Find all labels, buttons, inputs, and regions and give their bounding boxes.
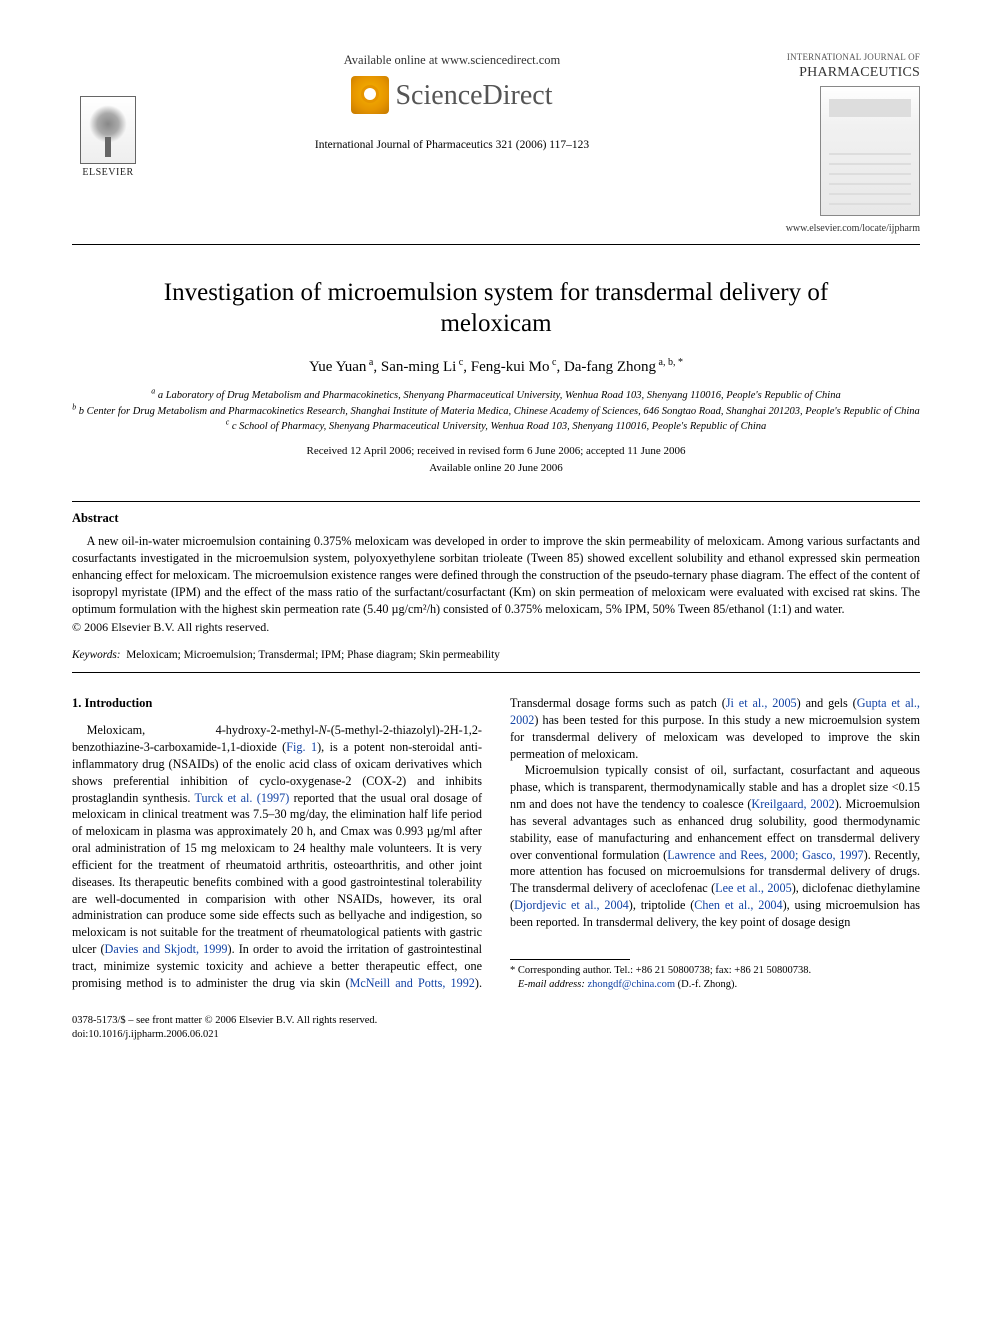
cite-kreilgaard-2002[interactable]: Kreilgaard, 2002 <box>751 797 834 811</box>
journal-branding: INTERNATIONAL JOURNAL OF PHARMACEUTICS w… <box>760 48 920 236</box>
header: ELSEVIER Available online at www.science… <box>72 48 920 236</box>
doi-line: doi:10.1016/j.ijpharm.2006.06.021 <box>72 1029 219 1040</box>
sciencedirect-text: ScienceDirect <box>395 76 552 115</box>
article-title: Investigation of microemulsion system fo… <box>112 277 880 340</box>
body-columns: 1. Introduction Meloxicam, 4-hydroxy-2-m… <box>72 695 920 992</box>
corr-text: * Corresponding author. Tel.: +86 21 508… <box>510 965 811 976</box>
abstract-copyright: © 2006 Elsevier B.V. All rights reserved… <box>72 619 920 636</box>
email-label: E-mail address: <box>518 979 585 990</box>
footer: 0378-5173/$ – see front matter © 2006 El… <box>72 1014 920 1042</box>
journal-name-line1: INTERNATIONAL JOURNAL OF <box>787 52 920 62</box>
journal-cover-thumb <box>820 86 920 216</box>
corr-email-tail: (D.-f. Zhong). <box>675 979 737 990</box>
available-online-date: Available online 20 June 2006 <box>72 461 920 476</box>
abstract-rule-bottom <box>72 672 920 673</box>
corr-email[interactable]: zhongdf@china.com <box>587 979 675 990</box>
cite-fig1[interactable]: Fig. 1 <box>286 740 317 754</box>
sciencedirect-logo: ScienceDirect <box>351 76 552 115</box>
corresponding-author: * Corresponding author. Tel.: +86 21 508… <box>510 964 920 992</box>
affiliations: a a Laboratory of Drug Metabolism and Ph… <box>72 388 920 434</box>
intro-para-2: Microemulsion typically consist of oil, … <box>510 762 920 930</box>
journal-name-label: INTERNATIONAL JOURNAL OF PHARMACEUTICS <box>760 52 920 82</box>
cite-lawrence-gasco[interactable]: Lawrence and Rees, 2000; Gasco, 1997 <box>667 848 863 862</box>
header-rule <box>72 244 920 245</box>
abstract-rule-top <box>72 501 920 502</box>
article-dates: Received 12 April 2006; received in revi… <box>72 444 920 459</box>
elsevier-logo: ELSEVIER <box>72 48 144 180</box>
cite-djordjevic-2004[interactable]: Djordjevic et al., 2004 <box>514 898 629 912</box>
sciencedirect-icon <box>351 76 389 114</box>
header-center: Available online at www.sciencedirect.co… <box>144 48 760 153</box>
keywords-list: Meloxicam; Microemulsion; Transdermal; I… <box>126 649 500 661</box>
elsevier-label: ELSEVIER <box>82 166 133 180</box>
cite-davies-1999[interactable]: Davies and Skjodt, 1999 <box>105 942 228 956</box>
keywords: Keywords: Meloxicam; Microemulsion; Tran… <box>72 648 920 664</box>
available-online-line: Available online at www.sciencedirect.co… <box>144 52 760 70</box>
cite-ji-2005[interactable]: Ji et al., 2005 <box>726 696 797 710</box>
cite-turck-1997[interactable]: Turck et al. (1997) <box>195 791 290 805</box>
abstract-heading: Abstract <box>72 510 920 528</box>
locate-url: www.elsevier.com/locate/ijpharm <box>760 222 920 236</box>
section-1-heading: 1. Introduction <box>72 695 482 712</box>
affiliation-a: a Laboratory of Drug Metabolism and Phar… <box>158 390 841 401</box>
affiliation-b: b Center for Drug Metabolism and Pharmac… <box>79 406 920 417</box>
footnote-rule <box>510 959 630 960</box>
journal-reference: International Journal of Pharmaceutics 3… <box>144 137 760 153</box>
abstract-body: A new oil-in-water microemulsion contain… <box>72 533 920 617</box>
elsevier-tree-icon <box>80 96 136 164</box>
footnote-block: * Corresponding author. Tel.: +86 21 508… <box>510 959 920 992</box>
affiliation-c: c School of Pharmacy, Shenyang Pharmaceu… <box>232 421 766 432</box>
authors: Yue Yuan a, San-ming Li c, Feng-kui Mo c… <box>72 357 920 378</box>
cite-lee-2005[interactable]: Lee et al., 2005 <box>715 881 792 895</box>
cite-mcneill-1992[interactable]: McNeill and Potts, 1992 <box>350 976 475 990</box>
issn-line: 0378-5173/$ – see front matter © 2006 El… <box>72 1015 377 1026</box>
journal-name-line2: PHARMACEUTICS <box>799 65 920 80</box>
keywords-label: Keywords: <box>72 649 121 661</box>
cite-chen-2004[interactable]: Chen et al., 2004 <box>694 898 782 912</box>
